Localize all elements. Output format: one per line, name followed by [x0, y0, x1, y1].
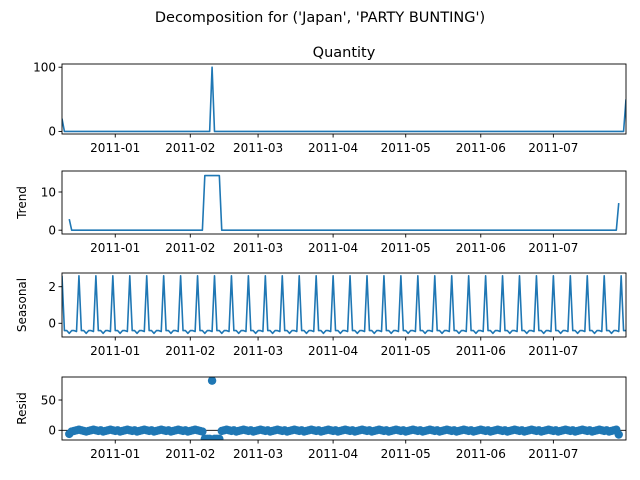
seasonal-series-line [62, 274, 626, 335]
resid-xtick-label: 2011-01 [90, 447, 140, 461]
resid-point [207, 377, 217, 385]
observed-xtick-label: 2011-02 [165, 141, 215, 155]
trend-plot-area [68, 174, 620, 231]
resid-xtick-label: 2011-02 [165, 447, 215, 461]
trend-ytick-label: 10 [41, 185, 56, 199]
resid-ytick-label: 0 [48, 424, 56, 438]
observed-xtick-label: 2011-07 [528, 141, 578, 155]
observed-panel: 0 100 2011-01 2011-02 2011-03 2011-04 2011-05 2… [33, 45, 627, 155]
seasonal-plot-area [62, 274, 626, 335]
trend-xtick-label: 2011-03 [233, 241, 283, 255]
resid-ytick-label: 50 [41, 393, 56, 407]
resid-ylabel: Resid [15, 392, 29, 424]
resid-xtick-label: 2011-06 [456, 447, 506, 461]
trend-xtick-label: 2011-07 [528, 241, 578, 255]
resid-point [215, 434, 224, 440]
observed-xtick-label: 2011-01 [90, 141, 140, 155]
figure-title: Decomposition for ('Japan', 'PARTY BUNTI… [155, 10, 485, 26]
trend-ylabel: Trend [15, 186, 29, 220]
seasonal-ytick-label: 2 [48, 280, 56, 294]
resid-plot-area [62, 377, 626, 440]
observed-xtick-label: 2011-05 [381, 141, 431, 155]
observed-series-line [62, 66, 626, 133]
resid-point [614, 430, 623, 439]
seasonal-panel: 0 2 2011-01 2011-02 2011-03 2011-04 2011-05 201… [15, 272, 627, 358]
seasonal-ylabel: Seasonal [15, 278, 29, 332]
observed-axes-frame [61, 63, 627, 135]
observed-plot-area [62, 66, 626, 133]
seasonal-xtick-label: 2011-04 [308, 344, 358, 358]
seasonal-axes-frame [61, 272, 627, 338]
seasonal-xtick-label: 2011-06 [456, 344, 506, 358]
resid-xtick-label: 2011-05 [381, 447, 431, 461]
observed-ytick-label: 0 [48, 125, 56, 139]
resid-point [198, 427, 207, 436]
trend-panel: 0 10 2011-01 2011-02 2011-03 2011-04 2011-05 20… [15, 170, 627, 255]
observed-xtick-label: 2011-04 [308, 141, 358, 155]
resid-xtick-label: 2011-07 [528, 447, 578, 461]
trend-xtick-label: 2011-02 [165, 241, 215, 255]
trend-xtick-label: 2011-05 [381, 241, 431, 255]
seasonal-xtick-label: 2011-05 [381, 344, 431, 358]
resid-xtick-label: 2011-03 [233, 447, 283, 461]
seasonal-xtick-label: 2011-02 [165, 344, 215, 358]
observed-xtick-label: 2011-03 [233, 141, 283, 155]
trend-axes-frame [61, 170, 627, 235]
observed-xtick-label: 2011-06 [456, 141, 506, 155]
trend-ytick-label: 0 [48, 223, 56, 237]
resid-panel: 0 50 2011-01 2011-02 2011-03 2011-04 2011-05 20… [15, 376, 627, 461]
seasonal-xtick-label: 2011-07 [528, 344, 578, 358]
trend-xtick-label: 2011-01 [90, 241, 140, 255]
trend-series-line [68, 174, 620, 231]
resid-xtick-label: 2011-04 [308, 447, 358, 461]
observed-ytick-label: 100 [33, 61, 56, 75]
trend-xtick-label: 2011-06 [456, 241, 506, 255]
seasonal-ytick-label: 0 [48, 317, 56, 331]
resid-axes-frame [61, 376, 627, 441]
trend-xtick-label: 2011-04 [308, 241, 358, 255]
seasonal-xtick-label: 2011-01 [90, 344, 140, 358]
seasonal-xtick-label: 2011-03 [233, 344, 283, 358]
observed-axes-title: Quantity [313, 45, 376, 61]
